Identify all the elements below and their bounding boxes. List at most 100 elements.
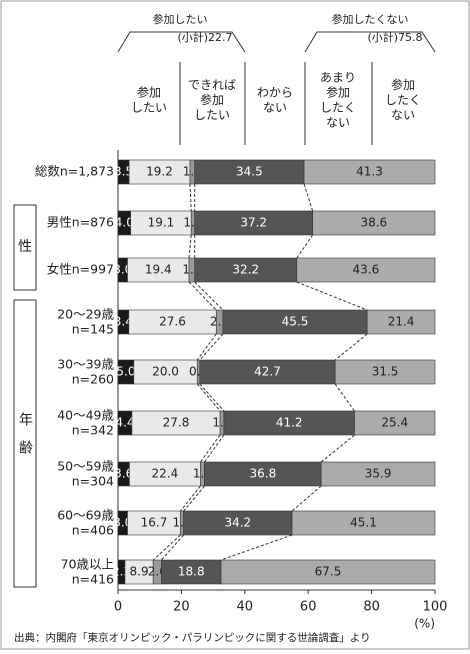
- bar-segment: [129, 461, 201, 487]
- connector: [204, 434, 225, 463]
- bar-segment: [354, 410, 436, 436]
- data-label: 22.4: [152, 467, 179, 481]
- bracket-subtotal: (小計)22.7: [177, 30, 232, 44]
- data-label: 19.2: [146, 165, 173, 179]
- connector: [200, 434, 221, 463]
- bar-segment: [194, 210, 313, 236]
- subtotal-label: (小計): [367, 30, 398, 44]
- bracket: [117, 31, 246, 53]
- data-label: 37.2: [240, 216, 267, 230]
- bar-segment: [366, 309, 436, 335]
- bar-segment: [296, 257, 436, 283]
- connector: [183, 485, 205, 512]
- x-tick-label: 80: [363, 600, 380, 615]
- data-label: 21.4: [388, 315, 415, 329]
- data-label: 4.0: [115, 216, 134, 230]
- data-label: 25.4: [381, 416, 408, 430]
- legend-label: あまり参加したくない: [320, 70, 356, 129]
- connector: [189, 183, 192, 212]
- connector: [291, 485, 322, 512]
- bar-segment: [133, 359, 198, 385]
- data-label: 35.9: [365, 467, 392, 481]
- data-label: 36.8: [250, 467, 277, 481]
- connector: [188, 281, 217, 311]
- y-tick-label: 50〜59歳 n=304: [57, 458, 114, 488]
- bracket-label: 参加したい: [153, 12, 208, 26]
- data-label: 43.6: [353, 263, 380, 277]
- x-tick-label: 40: [237, 600, 254, 615]
- bar-segment: [124, 559, 154, 585]
- group-label: 性: [18, 239, 32, 255]
- bar-segment: [334, 359, 436, 385]
- data-label: 8.9: [130, 565, 149, 579]
- data-label: 18.8: [178, 565, 205, 579]
- y-tick-label: 70歳以上 n=416: [61, 556, 114, 586]
- data-label: 45.1: [350, 516, 377, 530]
- legend-label: 参加したい: [131, 84, 167, 114]
- x-tick-label: 100: [423, 600, 448, 615]
- bar-segment: [220, 559, 436, 585]
- legend-label: できれば参加したい: [188, 78, 236, 122]
- data-label: 19.1: [148, 216, 175, 230]
- group-label: 年齢: [17, 412, 33, 468]
- connector: [296, 281, 368, 311]
- bar-segment: [222, 309, 368, 335]
- connector: [220, 534, 293, 561]
- source: 出典：内閣府「東京オリンピック・パラリンピックに関する世論調査」より: [14, 631, 371, 644]
- x-tick-label: 20: [173, 600, 190, 615]
- y-tick-label: 60〜69歳 n=406: [57, 507, 114, 537]
- data-label: 31.5: [372, 365, 399, 379]
- data-label: 34.5: [236, 165, 263, 179]
- group-box: [13, 299, 37, 588]
- bar-segment: [127, 257, 190, 283]
- connector: [320, 434, 355, 463]
- connector: [196, 383, 221, 412]
- data-label: 41.3: [356, 165, 383, 179]
- bracket-subtotal: (小計)75.8: [367, 30, 422, 44]
- header-dividers: [179, 62, 373, 145]
- data-label: 38.6: [360, 216, 387, 230]
- connector: [199, 383, 225, 412]
- data-label: 45.5: [282, 315, 309, 329]
- data-label: 20.0: [152, 365, 179, 379]
- connector: [334, 333, 368, 361]
- y-tick-label: 40〜49歳 n=342: [57, 407, 114, 437]
- unit: (%): [414, 617, 435, 631]
- bracket: [304, 31, 436, 53]
- connector: [196, 333, 217, 361]
- bar-segment: [128, 159, 191, 185]
- bar-segment: [320, 461, 436, 487]
- connector: [152, 534, 181, 561]
- bar-segment: [131, 410, 221, 436]
- data-label: 42.7: [254, 365, 281, 379]
- connector: [194, 281, 224, 311]
- data-label: 27.6: [159, 315, 186, 329]
- bar-segment: [303, 159, 436, 185]
- connector: [180, 485, 201, 512]
- data-label: 67.5: [315, 565, 342, 579]
- y-tick-label: 20〜29歳 n=145: [57, 306, 114, 336]
- x-tick-label: 60: [300, 600, 317, 615]
- x-tick-label: 0: [114, 600, 122, 615]
- subtotal-label: (小計): [177, 30, 208, 44]
- y-tick-label: 30〜39歳 n=260: [57, 356, 114, 386]
- y-tick-label: 男性n=876: [47, 215, 114, 230]
- connector: [161, 534, 184, 561]
- bar-segment: [194, 257, 298, 283]
- subtotal-value: 22.7: [208, 31, 233, 44]
- data-label: 32.2: [232, 263, 259, 277]
- data-label: 3.4: [114, 315, 133, 329]
- bracket-label: 参加したくない: [332, 12, 409, 26]
- bar-segment: [194, 159, 305, 185]
- bar-segment: [128, 309, 217, 335]
- data-label: 16.7: [141, 516, 168, 530]
- bar-segment: [161, 559, 222, 585]
- legend-label: わからない: [257, 85, 293, 114]
- connector: [188, 234, 192, 259]
- bar-segment: [183, 510, 293, 536]
- data-label: 3.5: [114, 165, 133, 179]
- data-label: 19.4: [145, 263, 172, 277]
- subtotal-value: 75.8: [398, 31, 423, 44]
- connector: [334, 383, 355, 412]
